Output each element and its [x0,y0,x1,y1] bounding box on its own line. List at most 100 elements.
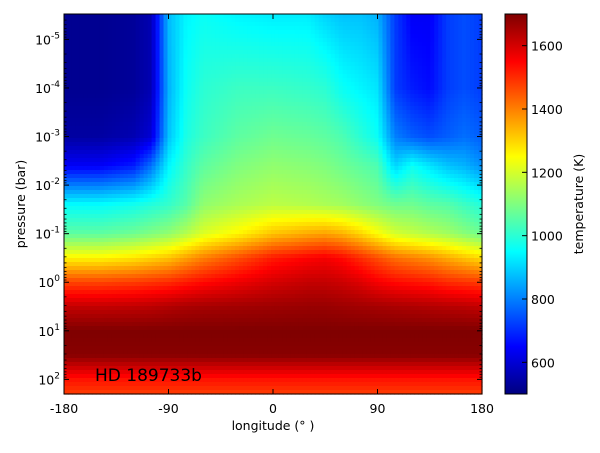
heatmap-cell [191,126,196,131]
heatmap-cell [470,146,475,151]
heatmap-cell [346,190,352,195]
heatmap-cell [322,54,328,59]
heatmap-cell [163,78,169,83]
heatmap-cell [346,38,352,43]
heatmap-cell [219,110,224,115]
heatmap-cell [314,26,320,31]
heatmap-cell [446,154,451,159]
heatmap-cell [322,58,328,63]
heatmap-cell [442,74,447,79]
heatmap-cell [386,106,392,111]
heatmap-cell [255,150,260,155]
heatmap-cell [215,138,220,143]
heatmap-cell [159,50,165,55]
heatmap-cell [187,134,192,139]
heatmap-cell [179,174,185,179]
heatmap-cell [211,178,216,183]
heatmap-cell [298,178,304,183]
heatmap-cell [346,166,352,171]
heatmap-cell [410,26,415,31]
heatmap-cell [239,178,244,183]
heatmap-cell [398,38,403,43]
heatmap-cell [274,138,280,143]
heatmap-cell [231,30,236,35]
heatmap-cell [478,142,483,147]
heatmap-cell [203,146,208,151]
heatmap-cell [314,122,320,127]
heatmap-cell [374,118,380,123]
heatmap-cell [374,50,380,55]
heatmap-cell [390,58,396,63]
heatmap-cell [223,114,228,119]
heatmap-cell [402,138,407,143]
heatmap-cell [267,38,272,43]
heatmap-cell [406,94,411,99]
heatmap-cell [211,14,216,19]
heatmap-cell [350,178,356,183]
heatmap-cell [159,58,165,63]
heatmap-cell [278,106,284,111]
heatmap-cell [227,110,232,115]
heatmap-cell [247,158,252,163]
heatmap-cell [414,150,419,155]
heatmap-cell [406,186,411,191]
heatmap-cell [71,154,77,159]
heatmap-cell [183,58,189,63]
heatmap-cell [362,54,368,59]
heatmap-cell [410,22,415,27]
heatmap-cell [239,170,244,175]
heatmap-cell [263,50,268,55]
heatmap-cell [290,22,296,27]
heatmap-cell [207,102,212,107]
heatmap-cell [302,18,308,23]
heatmap-cell [278,138,284,143]
heatmap-cell [107,138,113,143]
heatmap-cell [318,190,324,195]
heatmap-cell [207,166,212,171]
heatmap-cell [243,14,248,19]
heatmap-cell [271,102,276,107]
heatmap-cell [79,26,85,31]
heatmap-cell [342,98,348,103]
heatmap-cell [251,86,256,91]
heatmap-cell [95,26,101,31]
heatmap-cell [438,142,443,147]
heatmap-cell [434,106,439,111]
heatmap-cell [398,122,403,127]
heatmap-cell [215,190,220,195]
heatmap-cell [274,194,280,199]
heatmap-cell [71,82,77,87]
heatmap-cell [438,98,443,103]
heatmap-cell [442,54,447,59]
heatmap-cell [450,26,455,31]
heatmap-cell [310,202,316,207]
heatmap-cell [282,34,288,39]
heatmap-cell [251,54,256,59]
heatmap-cell [434,198,439,203]
heatmap-cell [318,170,324,175]
heatmap-cell [167,134,173,139]
heatmap-cell [107,142,113,147]
heatmap-cell [394,170,399,175]
heatmap-cell [434,54,439,59]
heatmap-cell [294,42,300,47]
heatmap-cell [374,142,380,147]
heatmap-cell [91,26,97,31]
heatmap-cell [83,190,89,195]
heatmap-cell [286,82,292,87]
heatmap-cell [470,194,475,199]
heatmap-cell [274,198,280,203]
heatmap-cell [282,138,288,143]
heatmap-cell [414,14,419,19]
heatmap-cell [223,14,228,19]
heatmap-cell [310,38,316,43]
heatmap-cell [143,34,149,39]
heatmap-cell [310,190,316,195]
heatmap-cell [95,186,101,191]
heatmap-cell [390,102,396,107]
heatmap-cell [474,106,479,111]
heatmap-cell [123,162,129,167]
heatmap-cell [191,66,196,71]
heatmap-cell [454,162,459,167]
heatmap-cell [267,62,272,67]
